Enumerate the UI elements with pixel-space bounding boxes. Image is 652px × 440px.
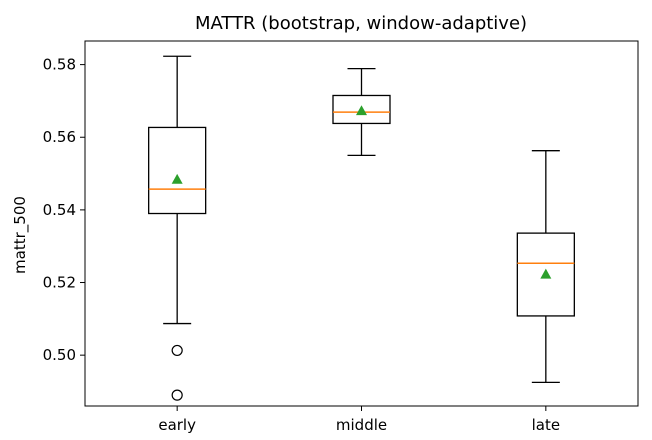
- y-tick-label: 0.50: [43, 346, 76, 364]
- y-tick-label: 0.58: [43, 56, 76, 74]
- y-axis-label: mattr_500: [11, 196, 30, 274]
- iqr-box: [332, 94, 391, 125]
- outlier-point: [171, 389, 183, 401]
- y-tick-label: 0.52: [43, 274, 76, 292]
- x-axis: early middle late: [158, 406, 560, 434]
- x-tick-label-late: late: [532, 416, 560, 434]
- y-tick-label: 0.56: [43, 128, 76, 146]
- y-tick-label: 0.54: [43, 201, 76, 219]
- y-axis: 0.50 0.52 0.54 0.56 0.58: [43, 56, 85, 364]
- x-tick-label-middle: middle: [336, 416, 387, 434]
- outlier-point: [171, 344, 183, 357]
- iqr-box: [148, 126, 207, 215]
- mean-marker: [171, 173, 183, 184]
- mean-marker: [540, 268, 552, 279]
- chart-title: MATTR (bootstrap, window-adaptive): [195, 13, 527, 34]
- box-series: [148, 55, 575, 401]
- box-early: [148, 55, 207, 401]
- mean-marker: [356, 105, 367, 116]
- box-late: [516, 150, 575, 384]
- x-tick-label-early: early: [158, 416, 196, 434]
- box-middle: [332, 67, 391, 157]
- iqr-box: [516, 232, 575, 317]
